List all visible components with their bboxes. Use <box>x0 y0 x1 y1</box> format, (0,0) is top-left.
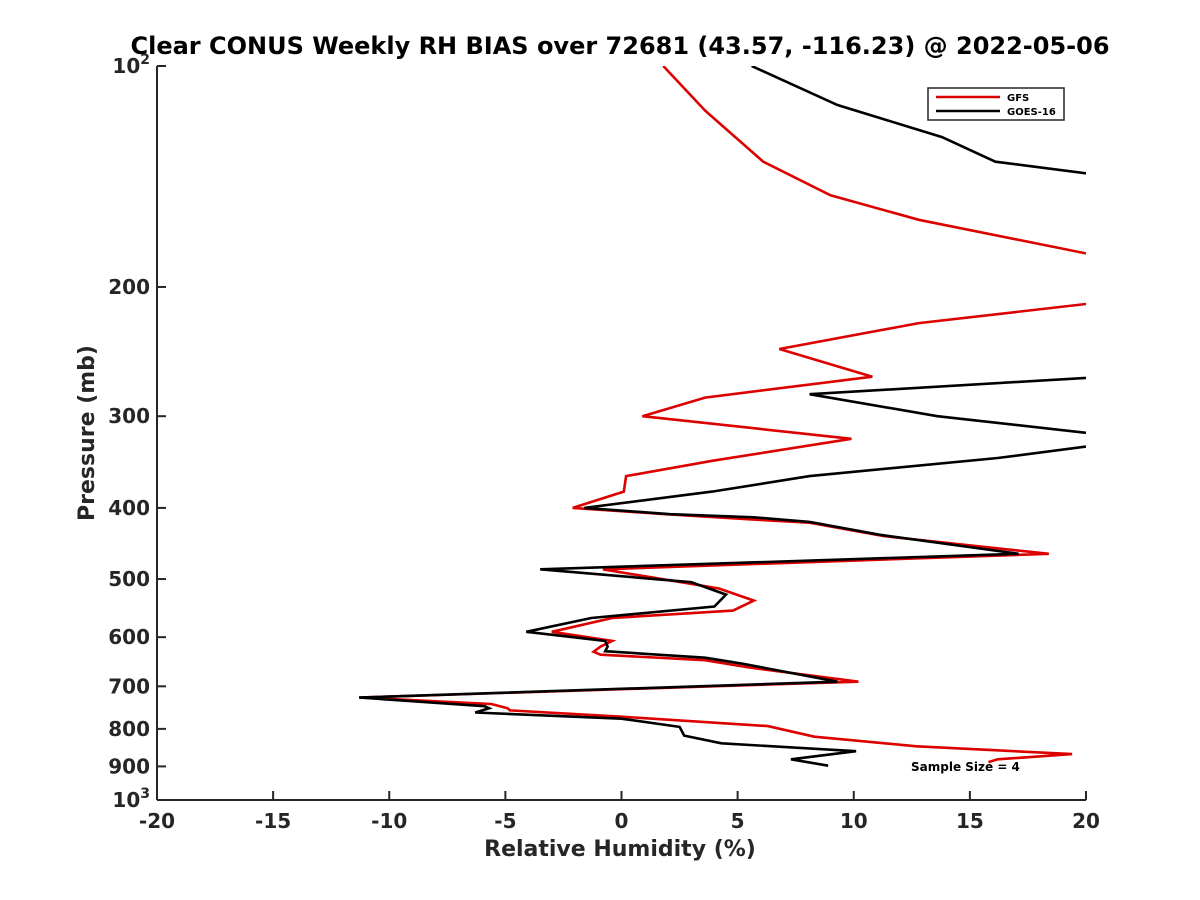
y-tick-label: 103 <box>112 786 150 812</box>
y-tick-label: 300 <box>108 404 150 428</box>
series-line-goes-16-segment-1 <box>751 66 1086 175</box>
x-tick-label: -15 <box>255 809 291 833</box>
x-tick-label: 0 <box>615 809 629 833</box>
y-tick-exponent: 3 <box>140 786 150 802</box>
y-tick-base: 10 <box>112 788 140 812</box>
x-tick-label: -10 <box>371 809 407 833</box>
axes-layer: -20 -15 -10 -5 0 5 10 15 20102200300400500600700… <box>108 52 1100 833</box>
series-line-gfs-segment-1 <box>662 66 1086 255</box>
legend-label-goes-16: GOES-16 <box>1007 107 1056 118</box>
y-tick-base: 10 <box>112 54 140 78</box>
x-tick-label: -5 <box>494 809 516 833</box>
x-tick-label: 20 <box>1072 809 1100 833</box>
x-tick-label: 10 <box>840 809 868 833</box>
series-line-goes-16-segment-2 <box>809 376 1086 435</box>
y-tick-exponent: 2 <box>140 52 150 68</box>
y-tick-label: 600 <box>108 625 150 649</box>
x-tick-label: -20 <box>139 809 175 833</box>
legend-box <box>927 87 1065 121</box>
y-axis-label: Pressure (mb) <box>75 345 100 521</box>
legend-label-gfs: GFS <box>1007 93 1029 104</box>
y-tick-label: 500 <box>108 567 150 591</box>
y-tick-label: 400 <box>108 496 150 520</box>
x-tick-label: 5 <box>731 809 745 833</box>
plot-area <box>157 66 1086 800</box>
plot-background <box>157 66 1086 800</box>
x-axis-label: Relative Humidity (%) <box>484 837 756 862</box>
x-tick-label: 15 <box>956 809 984 833</box>
y-tick-label: 200 <box>108 275 150 299</box>
series-line-gfs-segment-2 <box>359 302 1086 764</box>
y-tick-label: 102 <box>112 52 150 78</box>
series-line-goes-16-segment-3 <box>359 445 1086 767</box>
y-tick-label: 900 <box>108 754 150 778</box>
y-tick-label: 700 <box>108 674 150 698</box>
chart-title: Clear CONUS Weekly RH BIAS over 72681 (4… <box>130 32 1109 60</box>
legend: GFS GOES-16 <box>927 87 1065 121</box>
series-group <box>359 66 1086 767</box>
y-tick-label: 800 <box>108 717 150 741</box>
series-layer <box>359 66 1086 767</box>
sample-size-annotation: Sample Size = 4 <box>911 760 1020 774</box>
